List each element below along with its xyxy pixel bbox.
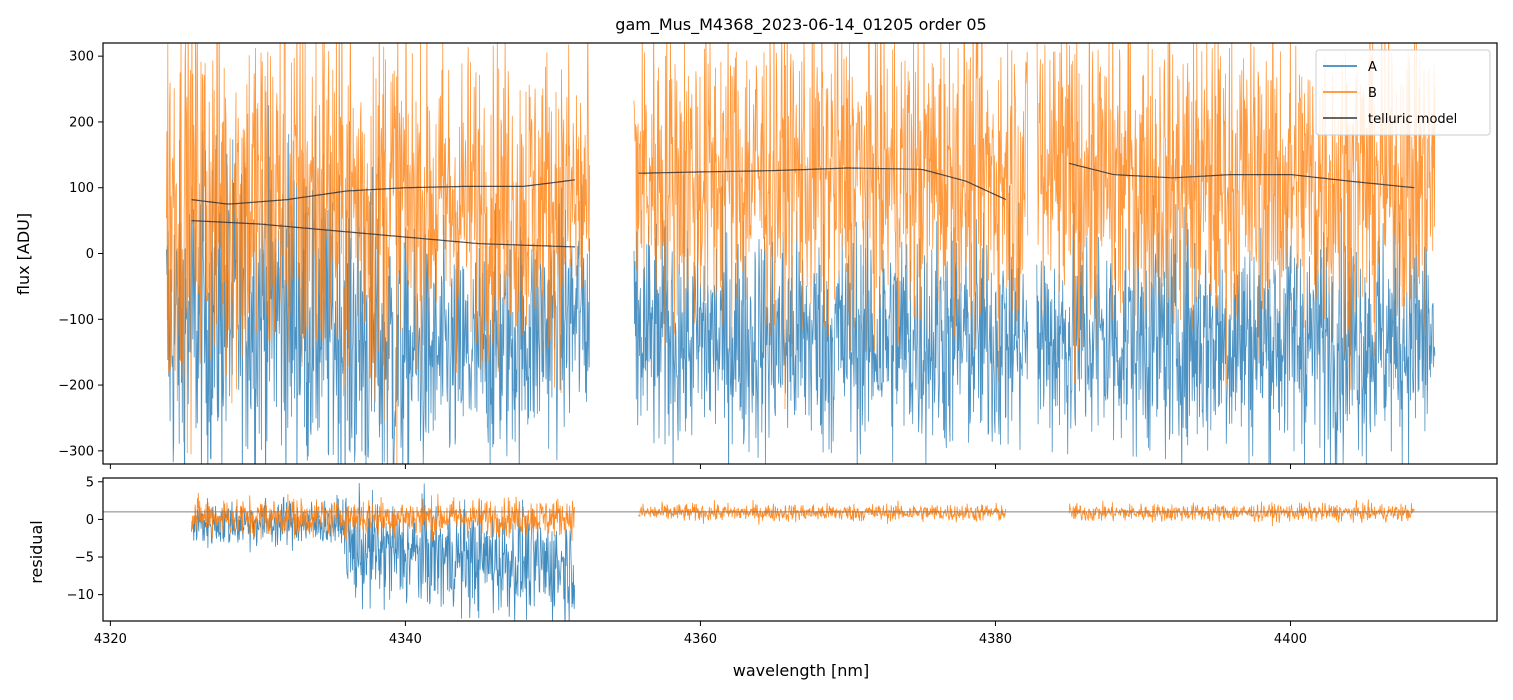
- bottom-panel-frame: [102, 477, 1498, 622]
- telluric-model-line: [638, 167, 1007, 201]
- residual-b-line: [638, 499, 1007, 525]
- legend: A B telluric model: [1315, 49, 1491, 136]
- top-panel-data: [166, 43, 1436, 464]
- bottom-y-axis: −10 −5 0 5: [67, 475, 103, 603]
- x-axis: 4320 4340 4360 4380 4400: [94, 621, 1307, 647]
- telluric-model-line: [191, 220, 576, 248]
- top-x-tick-marks: [109, 464, 1291, 469]
- x-tick-label: 4320: [94, 632, 127, 647]
- series-b-line: [166, 43, 590, 464]
- legend-label-a: A: [1368, 60, 1377, 75]
- telluric-model-line: [191, 179, 576, 205]
- series-b-line: [1036, 43, 1436, 390]
- top-y-axis-label: flux [ADU]: [14, 213, 33, 295]
- chart-title: gam_Mus_M4368_2023-06-14_01205 order 05: [615, 15, 986, 35]
- series-a-line: [1036, 195, 1436, 464]
- series-b-line: [633, 43, 1029, 410]
- top-y-tick-label: 300: [69, 50, 94, 65]
- top-y-tick-label: 0: [86, 247, 94, 262]
- legend-label-model: telluric model: [1368, 112, 1457, 127]
- bottom-y-tick-label: −10: [67, 588, 94, 603]
- legend-box: [1315, 49, 1491, 136]
- residual-b-line: [191, 492, 576, 542]
- bottom-panel: −10 −5 0 5 4320 4340 4360 4380 4400 residual: [27, 475, 1498, 647]
- x-tick-label: 4360: [684, 632, 717, 647]
- top-y-tick-label: 100: [69, 181, 94, 196]
- top-y-axis: −300 −200 −100 0 100 200 300: [58, 50, 103, 459]
- bottom-y-tick-label: 5: [86, 475, 94, 490]
- series-a-line: [633, 173, 1029, 464]
- telluric-model-line: [1069, 162, 1415, 189]
- top-panel: −300 −200 −100 0 100 200 300 flux [ADU] A B te…: [14, 42, 1498, 469]
- bottom-y-axis-label: residual: [27, 520, 46, 583]
- top-y-tick-label: −300: [58, 444, 94, 459]
- legend-label-b: B: [1368, 86, 1377, 101]
- x-axis-label: wavelength [nm]: [733, 661, 870, 680]
- x-tick-label: 4340: [389, 632, 422, 647]
- top-y-tick-label: −200: [58, 379, 94, 394]
- x-tick-label: 4400: [1274, 632, 1307, 647]
- bottom-y-tick-label: 0: [86, 513, 94, 528]
- top-y-tick-label: 200: [69, 115, 94, 130]
- x-tick-label: 4380: [979, 632, 1012, 647]
- top-y-tick-label: −100: [58, 313, 94, 328]
- bottom-y-tick-label: −5: [75, 551, 94, 566]
- bottom-panel-data: [103, 482, 1497, 621]
